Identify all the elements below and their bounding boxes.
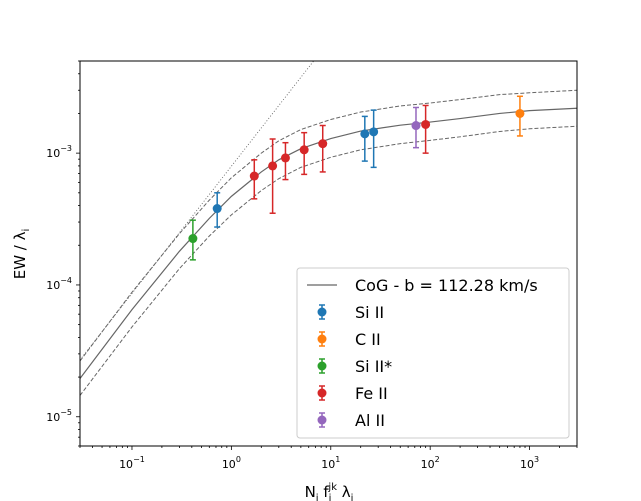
marker [188, 234, 198, 244]
y-tick-label: 10−3 [46, 144, 72, 160]
data-point-fe-ii [268, 138, 278, 214]
marker [268, 161, 278, 171]
data-point-fe-ii [421, 104, 431, 154]
x-tick-label: 103 [520, 455, 539, 471]
data-point-al-ii [411, 106, 421, 149]
legend-label-si-ii-star: Si II* [355, 357, 392, 376]
axis-ticks: 10−1 100 101 102 103 10−5 10−4 10−3 [46, 60, 578, 471]
plot-content [80, 61, 577, 396]
x-tick-label: 10−1 [119, 455, 145, 471]
legend-swatch-c-ii [317, 331, 327, 347]
data-point-fe-ii [249, 159, 259, 200]
y-axis-label: EW / λi [11, 229, 32, 280]
data-point-si-ii-star [188, 219, 198, 261]
cog-lower-bound [80, 125, 577, 396]
data-point-si-ii [369, 109, 379, 169]
legend-label-al-ii: Al II [355, 411, 385, 430]
data-point-si-ii [212, 192, 222, 228]
cog-upper-bound [80, 89, 577, 362]
legend-swatch-si-ii-star [317, 358, 327, 374]
legend-label-cog: CoG - b = 112.28 km/s [355, 276, 538, 295]
legend-label-si-ii: Si II [355, 303, 384, 322]
linear-regime-line [80, 61, 315, 361]
data-point-fe-ii [280, 141, 290, 181]
marker [280, 153, 290, 163]
y-tick-label: 10−4 [46, 276, 72, 292]
marker [212, 204, 222, 214]
marker [360, 129, 370, 139]
marker [369, 127, 379, 137]
marker [421, 119, 431, 129]
data-point-c-ii [515, 95, 525, 137]
legend-label-c-ii: C II [355, 330, 381, 349]
marker [515, 108, 525, 118]
legend: CoG - b = 112.28 km/s Si II C II Si II* Fe I… [296, 267, 570, 439]
x-tick-label: 102 [421, 455, 440, 471]
x-tick-label: 100 [222, 455, 241, 471]
x-tick-label: 101 [321, 455, 340, 471]
marker [411, 121, 421, 131]
legend-label-fe-ii: Fe II [355, 384, 388, 403]
x-axis-label: Ni fijk λi [305, 482, 354, 501]
legend-swatch-al-ii [317, 412, 327, 428]
marker [299, 145, 309, 155]
data-point-fe-ii [299, 131, 309, 176]
legend-swatch-si-ii [317, 304, 327, 320]
legend-swatch-fe-ii [317, 385, 327, 401]
y-tick-label: 10−5 [46, 408, 72, 424]
data-point-fe-ii [318, 124, 328, 173]
marker [318, 139, 328, 149]
marker [249, 171, 259, 181]
plot-frame [79, 60, 578, 447]
plot-area [80, 61, 577, 396]
data-point-si-ii [360, 115, 370, 162]
legend-box [296, 267, 570, 439]
